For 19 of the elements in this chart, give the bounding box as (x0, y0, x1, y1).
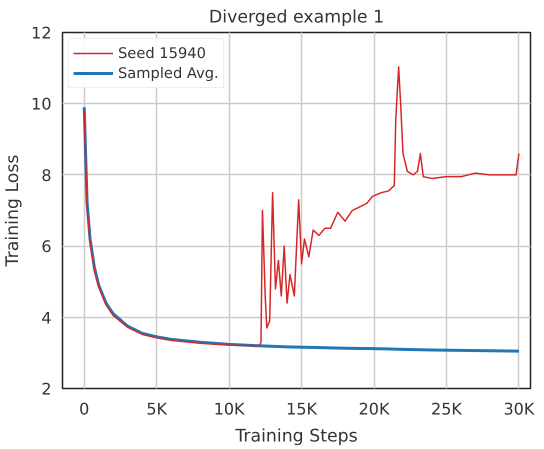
x-tick-label: 30K (503, 400, 535, 418)
x-axis-title: Training Steps (234, 426, 358, 446)
x-tick-label: 5K (146, 400, 168, 418)
y-tick-label: 10 (31, 94, 52, 114)
line-series (83, 66, 520, 347)
legend-label: Sampled Avg. (118, 64, 219, 82)
chart-title: Diverged example 1 (208, 8, 384, 28)
y-tick-label: 6 (41, 237, 52, 256)
x-tick-label: 0 (79, 400, 90, 418)
y-axis-title: Training Loss (3, 154, 24, 268)
x-tick-label: 20K (358, 400, 390, 418)
y-tick-label: 2 (41, 380, 52, 398)
y-tick-label: 4 (41, 308, 52, 328)
legend-label: Seed 15940 (118, 44, 206, 62)
x-tick-label: 15K (286, 400, 318, 418)
y-tick-label: 12 (31, 24, 52, 42)
y-tick-label: 8 (41, 166, 52, 185)
x-tick-label: 10K (214, 400, 246, 418)
x-tick-label: 25K (431, 400, 462, 418)
